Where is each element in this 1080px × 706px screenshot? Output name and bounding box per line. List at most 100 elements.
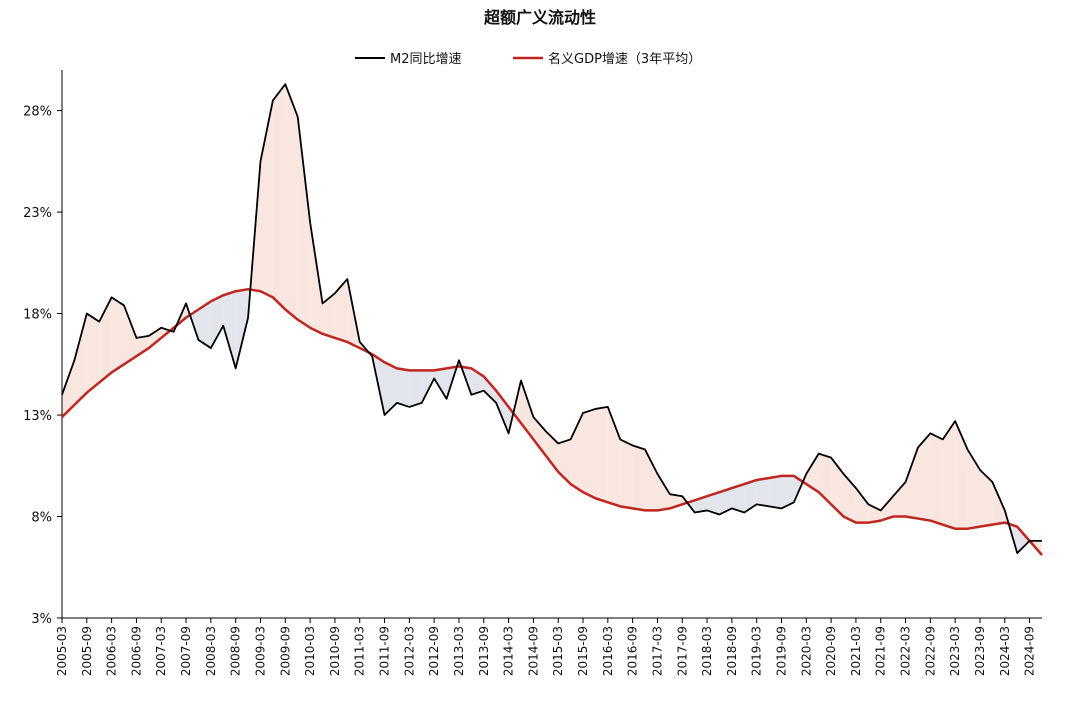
excess-liquidity-area — [880, 496, 894, 521]
x-tick-label: 2019-09 — [774, 626, 788, 676]
x-tick-label: 2024-09 — [1023, 626, 1037, 676]
excess-liquidity-area — [558, 439, 571, 485]
excess-liquidity-area — [979, 469, 993, 527]
x-tick-label: 2012-09 — [427, 626, 441, 676]
excess-liquidity-area — [930, 433, 943, 525]
excess-liquidity-area — [905, 447, 918, 519]
x-tick-label: 2009-03 — [253, 626, 267, 676]
excess-liquidity-area — [297, 116, 311, 328]
x-tick-label: 2016-03 — [601, 626, 615, 676]
excess-liquidity-area — [533, 417, 546, 456]
series-line-m2 — [61, 83, 1042, 554]
excess-liquidity-area — [645, 449, 658, 511]
excess-liquidity-area — [62, 360, 75, 418]
y-tick-label: 13% — [23, 409, 52, 424]
excess-liquidity-area — [334, 279, 348, 342]
liquidity-gap-area — [1017, 526, 1030, 554]
liquidity-gap-area — [731, 484, 745, 513]
excess-liquidity-area — [806, 453, 819, 493]
liquidity-gap-area — [198, 301, 211, 349]
x-tick-label: 2007-09 — [179, 626, 193, 676]
x-tick-label: 2008-03 — [204, 626, 218, 676]
liquidity-gap-area — [384, 362, 397, 416]
liquidity-gap-area — [396, 368, 410, 407]
excess-liquidity-area — [74, 313, 87, 405]
x-tick-label: 2011-03 — [353, 626, 367, 676]
y-tick-label: 28% — [23, 105, 52, 120]
x-tick-label: 2008-09 — [229, 626, 243, 676]
excess-liquidity-area — [124, 305, 137, 365]
x-tick-label: 2021-09 — [874, 626, 888, 676]
x-tick-label: 2023-09 — [973, 626, 987, 676]
x-tick-label: 2006-03 — [105, 626, 119, 676]
x-tick-label: 2013-09 — [477, 626, 491, 676]
excess-liquidity-area — [520, 380, 534, 440]
x-tick-label: 2011-09 — [378, 626, 392, 676]
x-tick-label: 2021-03 — [849, 626, 863, 676]
liquidity-gap-area — [496, 390, 509, 434]
x-tick-label: 2022-03 — [899, 626, 913, 676]
x-tick-label: 2015-03 — [551, 626, 565, 676]
liquidity-gap-area — [421, 370, 435, 403]
x-tick-label: 2012-03 — [402, 626, 416, 676]
excess-liquidity-area — [632, 445, 646, 511]
liquidity-gap-area — [210, 295, 224, 349]
x-tick-label: 2015-09 — [576, 626, 590, 676]
liquidity-gap-area — [483, 376, 497, 403]
y-tick-label: 3% — [31, 612, 52, 627]
excess-liquidity-area — [148, 327, 162, 349]
excess-liquidity-area — [136, 335, 149, 357]
excess-liquidity-area — [657, 473, 670, 511]
liquidity-gap-area — [223, 291, 236, 369]
x-tick-label: 2016-09 — [626, 626, 640, 676]
x-tick-label: 2017-03 — [650, 626, 664, 676]
x-tick-label: 2023-03 — [948, 626, 962, 676]
excess-liquidity-area — [893, 482, 906, 517]
x-tick-label: 2010-03 — [303, 626, 317, 676]
legend-label-gdp: 名义GDP增速（3年平均） — [548, 51, 701, 67]
x-tick-label: 2018-03 — [700, 626, 714, 676]
excess-liquidity-area — [942, 421, 956, 529]
excess-liquidity-area — [583, 408, 596, 499]
x-tick-label: 2005-09 — [80, 626, 94, 676]
y-tick-label: 23% — [23, 206, 52, 221]
excess-liquidity-area — [595, 406, 608, 503]
excess-liquidity-area — [99, 297, 112, 383]
excess-liquidity-area — [955, 421, 968, 529]
x-tick-label: 2020-03 — [799, 626, 813, 676]
chart-title: 超额广义流动性 — [483, 8, 596, 27]
x-tick-label: 2013-03 — [452, 626, 466, 676]
excess-liquidity-area — [992, 482, 1005, 525]
liquidity-gap-area — [781, 475, 794, 509]
x-tick-label: 2014-09 — [526, 626, 540, 676]
excess-liquidity-area — [111, 297, 125, 373]
y-tick-label: 18% — [23, 308, 52, 323]
x-tick-label: 2006-09 — [129, 626, 143, 676]
plot-area: 3% 8% 13% 18% 23% 28% 2005-03 2005-09 2006-03 200… — [23, 70, 1043, 676]
liquidity-gap-area — [409, 370, 422, 407]
excess-liquidity-area — [620, 439, 633, 509]
liquidity-gap-area — [756, 477, 770, 507]
y-tick-label: 8% — [31, 511, 52, 526]
x-tick-label: 2007-03 — [154, 626, 168, 676]
excess-liquidity-area — [843, 473, 856, 523]
excess-liquidity-area — [285, 84, 298, 320]
x-tick-label: 2020-09 — [824, 626, 838, 676]
liquidity-gap-area — [707, 492, 720, 515]
excess-liquidity-area — [322, 293, 335, 338]
liquidity-gap-area — [769, 475, 782, 509]
legend: M2同比增速 名义GDP增速（3年平均） — [355, 51, 701, 67]
x-tick-label: 2017-09 — [675, 626, 689, 676]
liquidity-gap-area — [744, 479, 757, 513]
x-tick-label: 2019-03 — [750, 626, 764, 676]
legend-label-m2: M2同比增速 — [390, 52, 462, 67]
x-tick-label: 2005-03 — [55, 626, 69, 676]
excess-liquidity-area — [818, 453, 832, 505]
liquidity-gap-area — [434, 368, 447, 399]
x-tick-label: 2009-09 — [278, 626, 292, 676]
excess-liquidity-area — [272, 84, 286, 310]
x-tick-label: 2014-03 — [502, 626, 516, 676]
x-tick-label: 2024-03 — [998, 626, 1012, 676]
excess-liquidity-area — [855, 488, 869, 523]
series-line-gdp — [61, 287, 1043, 556]
